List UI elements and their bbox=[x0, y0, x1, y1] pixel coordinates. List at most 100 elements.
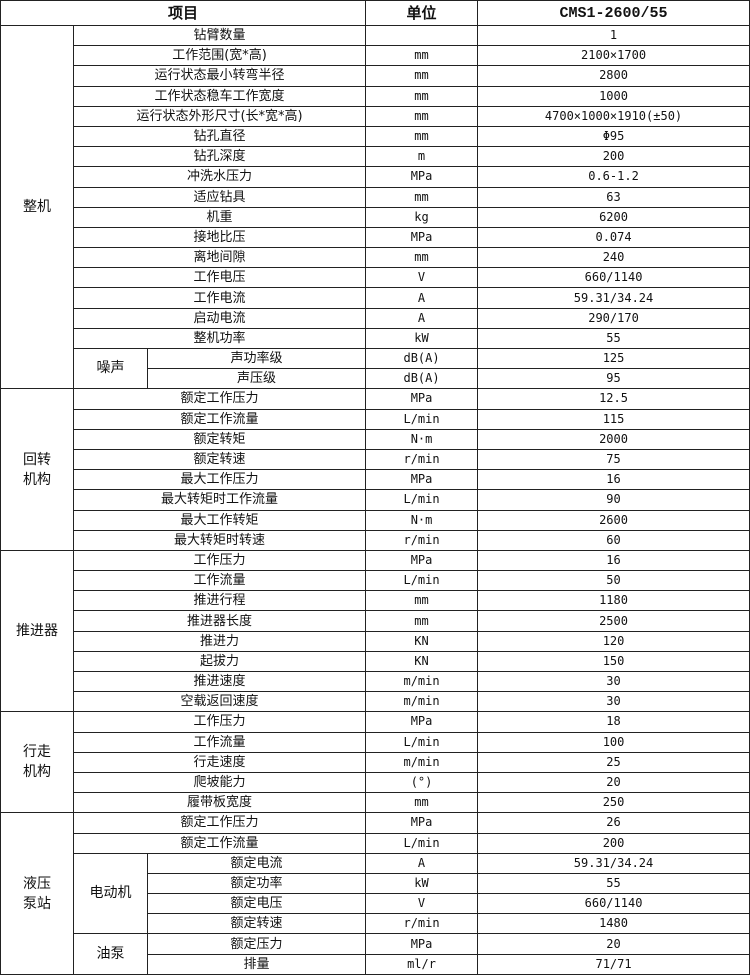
table-row: 接地比压 MPa 0.074 bbox=[1, 226, 750, 249]
item-name: 工作流量 bbox=[72, 731, 367, 753]
item-name: 履带板宽度 bbox=[72, 792, 367, 814]
item-value: 75 bbox=[477, 448, 750, 471]
item-unit: mm bbox=[365, 610, 479, 632]
item-unit: mm bbox=[365, 125, 479, 148]
item-name: 声压级 bbox=[146, 368, 367, 390]
group-label: 液压泵站 bbox=[23, 875, 51, 912]
item-name: 推进力 bbox=[72, 630, 367, 652]
item-name: 爬坡能力 bbox=[72, 771, 367, 794]
item-name: 空载返回速度 bbox=[72, 691, 367, 713]
item-value: 4700×1000×1910(±50) bbox=[477, 105, 750, 127]
table-row: 启动电流 A 290/170 bbox=[1, 307, 750, 329]
item-name: 行走速度 bbox=[72, 751, 367, 773]
item-unit: MPa bbox=[365, 388, 479, 410]
item-name: 额定功率 bbox=[146, 872, 367, 895]
table-row: 空载返回速度 m/min 30 bbox=[1, 691, 750, 713]
item-name: 工作电压 bbox=[72, 267, 367, 289]
item-value: 63 bbox=[477, 186, 750, 208]
item-unit: dB(A) bbox=[365, 347, 479, 370]
item-value: 55 bbox=[477, 872, 750, 895]
table-row: 推进速度 m/min 30 bbox=[1, 670, 750, 693]
table-row: 油泵 额定压力 MPa 20 bbox=[1, 933, 750, 975]
item-value: 200 bbox=[477, 832, 750, 854]
table-row: 额定转速 r/min 75 bbox=[1, 448, 750, 471]
table-row: 推进力 KN 120 bbox=[1, 630, 750, 652]
item-unit: mm bbox=[365, 105, 479, 127]
item-value: 2600 bbox=[477, 509, 750, 531]
item-value: 1000 bbox=[477, 85, 750, 107]
table-row: 推进器 工作压力 MPa 16 bbox=[0, 549, 750, 713]
header-value: CMS1-2600/55 bbox=[477, 0, 750, 26]
item-name: 运行状态外形尺寸(长*宽*高) bbox=[72, 105, 367, 127]
item-value: 100 bbox=[477, 731, 750, 753]
table-row: 最大工作压力 MPa 16 bbox=[1, 469, 750, 491]
table-row: 电动机 额定电流 A 59.31/34.24 bbox=[1, 852, 750, 935]
item-value: 6200 bbox=[477, 206, 750, 228]
item-value: 95 bbox=[477, 368, 750, 390]
table-row: 推进器长度 mm 2500 bbox=[1, 610, 750, 632]
item-value: 30 bbox=[477, 670, 750, 693]
table-row: 额定工作流量 L/min 200 bbox=[1, 832, 750, 854]
table-row: 额定功率 kW 55 bbox=[1, 872, 750, 895]
item-value: 290/170 bbox=[477, 307, 750, 329]
item-unit: ml/r bbox=[365, 953, 479, 975]
item-unit: MPa bbox=[365, 469, 479, 491]
table-row: 额定工作流量 L/min 115 bbox=[1, 408, 750, 430]
item-value: Φ95 bbox=[477, 125, 750, 148]
table-row: 最大转矩时转速 r/min 60 bbox=[1, 529, 750, 551]
subgroup-label: 电动机 bbox=[73, 852, 148, 935]
group-cell: 推进器 bbox=[0, 549, 74, 713]
group-cell: 行走机构 bbox=[0, 711, 74, 814]
item-name: 额定工作压力 bbox=[72, 388, 367, 410]
group-cell: 回转机构 bbox=[0, 388, 74, 551]
item-unit: kW bbox=[365, 327, 479, 350]
item-name: 额定转速 bbox=[146, 913, 367, 935]
item-name: 最大转矩时工作流量 bbox=[72, 489, 367, 511]
item-value: 2100×1700 bbox=[477, 45, 750, 67]
item-value: 20 bbox=[477, 771, 750, 794]
item-name: 工作状态稳车工作宽度 bbox=[72, 85, 367, 107]
table-row: 工作状态稳车工作宽度 mm 1000 bbox=[1, 85, 750, 107]
item-value: 1180 bbox=[477, 590, 750, 612]
item-unit: m bbox=[365, 146, 479, 168]
item-name: 工作压力 bbox=[72, 711, 367, 733]
table-row: 工作流量 L/min 50 bbox=[1, 570, 750, 592]
table-row: 额定转矩 N·m 2000 bbox=[1, 428, 750, 450]
item-name: 工作电流 bbox=[72, 287, 367, 309]
item-name: 接地比压 bbox=[72, 226, 367, 249]
subgroup-label: 噪声 bbox=[73, 347, 148, 390]
item-name: 离地间隙 bbox=[72, 247, 367, 269]
item-name: 冲洗水压力 bbox=[72, 166, 367, 188]
item-value: 60 bbox=[477, 529, 750, 551]
table-row: 推进行程 mm 1180 bbox=[1, 590, 750, 612]
item-unit: mm bbox=[365, 85, 479, 107]
item-value: 150 bbox=[477, 650, 750, 673]
item-name: 额定工作流量 bbox=[72, 832, 367, 854]
table-row: 冲洗水压力 MPa 0.6-1.2 bbox=[1, 166, 750, 188]
item-unit: MPa bbox=[365, 549, 479, 572]
subgroup-label: 油泵 bbox=[73, 933, 148, 975]
header-unit: 单位 bbox=[365, 0, 479, 26]
item-unit: L/min bbox=[365, 489, 479, 511]
item-name: 整机功率 bbox=[72, 327, 367, 350]
item-value: 250 bbox=[477, 792, 750, 814]
item-unit: MPa bbox=[365, 933, 479, 955]
item-unit: mm bbox=[365, 186, 479, 208]
item-value: 50 bbox=[477, 570, 750, 592]
item-value: 200 bbox=[477, 146, 750, 168]
item-unit: mm bbox=[365, 65, 479, 87]
table-row: 整机功率 kW 55 bbox=[1, 327, 750, 350]
item-unit: L/min bbox=[365, 832, 479, 854]
item-value: 120 bbox=[477, 630, 750, 652]
table-row: 噪声 声功率级 dB(A) 125 bbox=[1, 347, 750, 390]
group-label: 整机 bbox=[23, 199, 51, 216]
item-unit: L/min bbox=[365, 570, 479, 592]
table-row: 液压泵站 额定工作压力 MPa 26 bbox=[0, 812, 750, 975]
item-unit: A bbox=[365, 287, 479, 309]
item-name: 最大工作转矩 bbox=[72, 509, 367, 531]
item-value: 240 bbox=[477, 247, 750, 269]
item-unit: N·m bbox=[365, 509, 479, 531]
table-row: 离地间隙 mm 240 bbox=[1, 247, 750, 269]
item-unit: mm bbox=[365, 45, 479, 67]
